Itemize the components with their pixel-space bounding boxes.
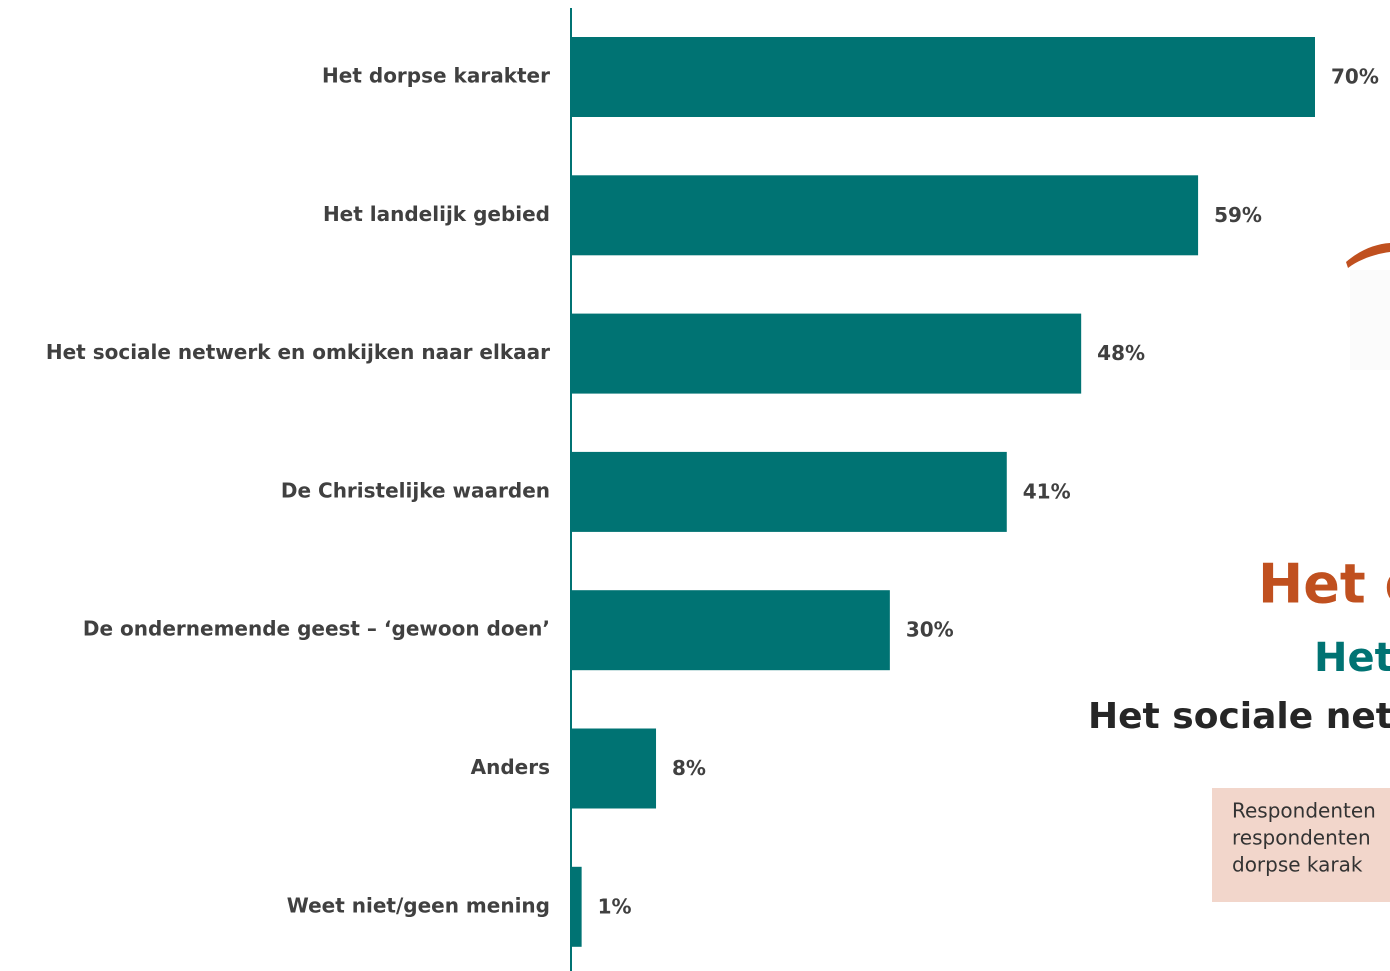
note-line: dorpse karak — [1232, 853, 1363, 877]
value-label: 70% — [1331, 65, 1379, 89]
bar — [572, 451, 1007, 532]
category-label: Het dorpse karakter — [322, 64, 550, 88]
bar — [572, 175, 1199, 256]
subheadline: Het — [1314, 635, 1390, 681]
image-fragment — [1350, 270, 1390, 370]
note-line: Respondenten — [1232, 799, 1376, 823]
headline: Het d — [1258, 553, 1390, 616]
bar — [572, 313, 1082, 394]
value-label: 59% — [1214, 203, 1262, 227]
value-label: 41% — [1023, 479, 1071, 503]
note-line: respondenten — [1232, 826, 1371, 850]
category-label: De ondernemende geest – ‘gewoon doen’ — [83, 617, 550, 641]
category-label: De Christelijke waarden — [281, 478, 550, 502]
category-label: Het landelijk gebied — [323, 202, 550, 226]
bar — [572, 728, 657, 809]
bar — [572, 37, 1315, 117]
value-label: 8% — [672, 756, 706, 780]
category-label: Anders — [471, 755, 550, 779]
bar — [572, 590, 890, 671]
value-label: 30% — [906, 618, 954, 642]
third-line: Het sociale net — [1088, 696, 1390, 737]
note-box — [1212, 788, 1390, 902]
value-label: 48% — [1097, 341, 1145, 365]
category-label: Het sociale netwerk en omkijken naar elk… — [46, 340, 550, 364]
bar — [572, 866, 582, 947]
brush-stroke — [1346, 243, 1390, 268]
value-label: 1% — [598, 894, 632, 918]
category-label: Weet niet/geen mening — [287, 893, 550, 917]
